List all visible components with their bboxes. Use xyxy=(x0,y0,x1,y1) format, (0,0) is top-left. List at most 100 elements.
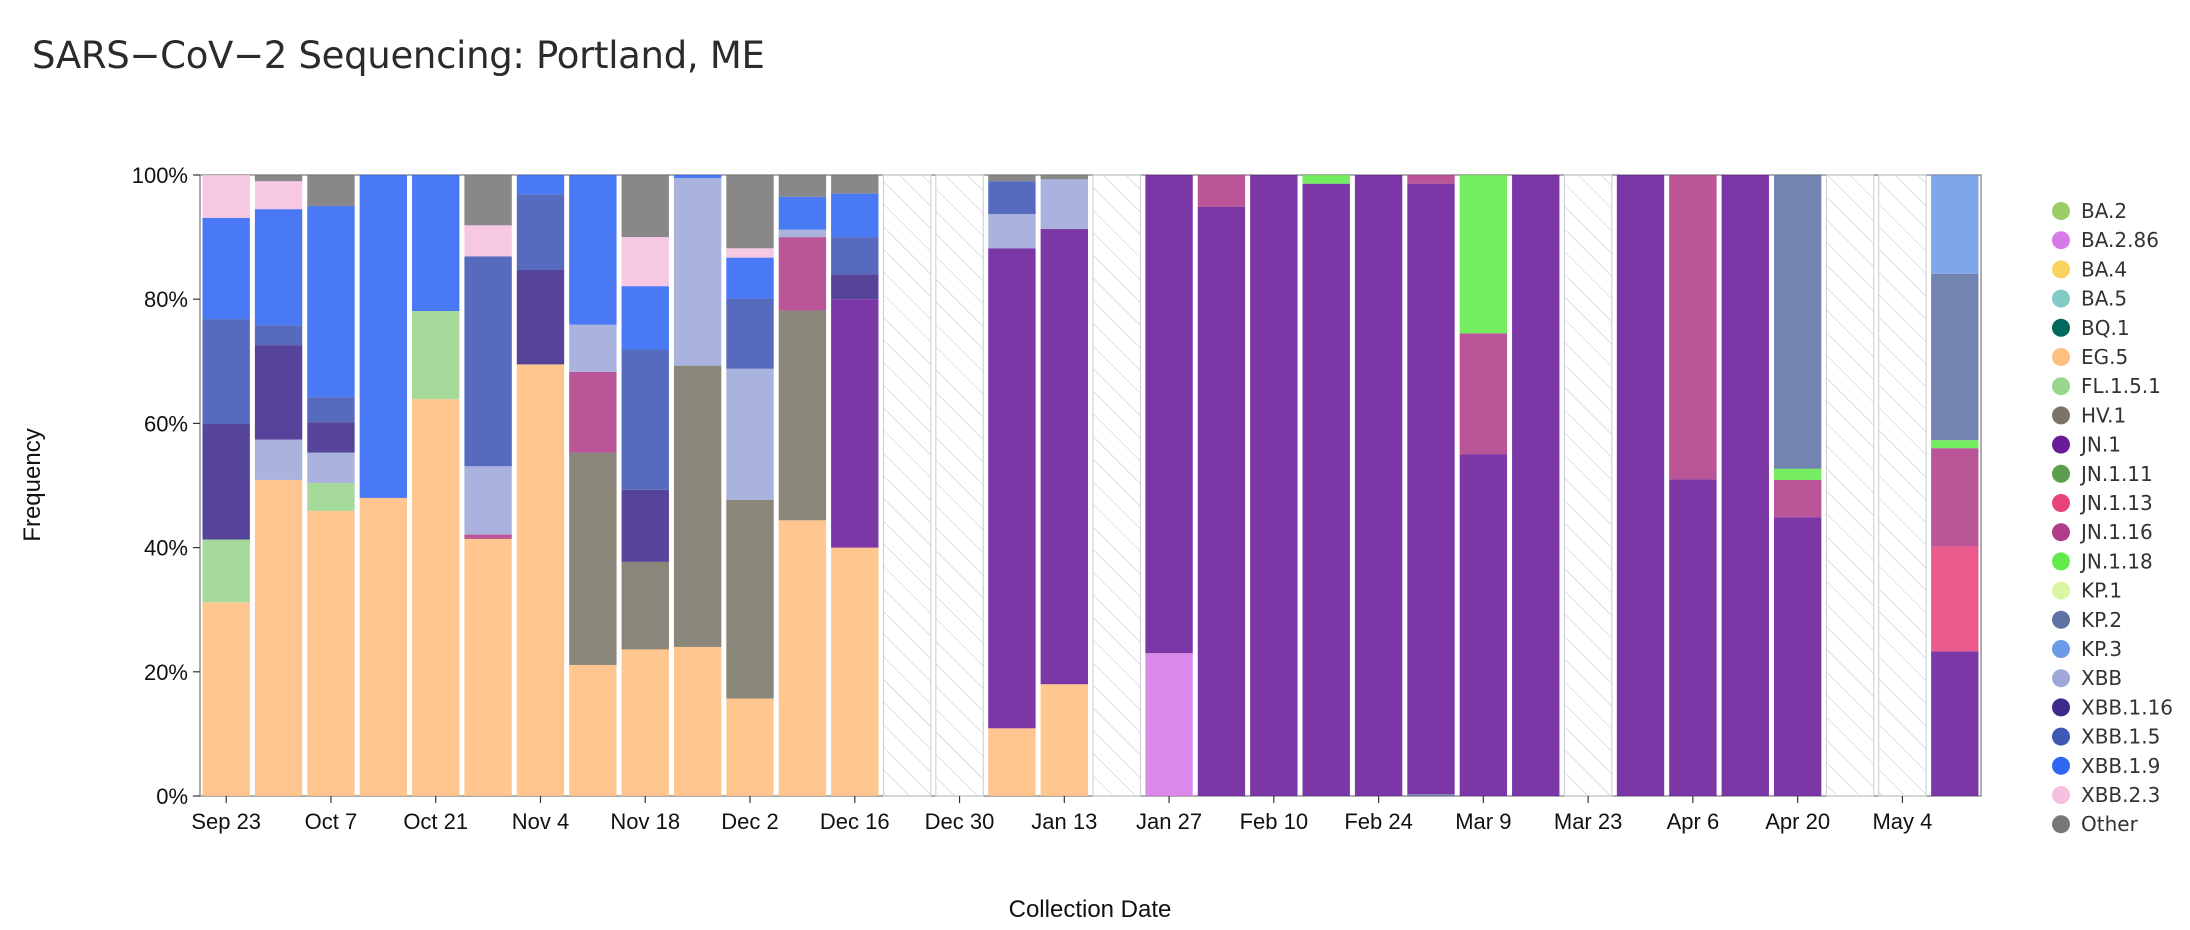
bar-segment-week-29-jn-1[interactable] xyxy=(1721,175,1769,796)
bar-segment-week-8-xbb-1-16[interactable] xyxy=(621,489,669,562)
legend-label-ba-5[interactable]: BA.5 xyxy=(2081,287,2127,311)
bar-segment-week-12-other[interactable] xyxy=(831,175,879,194)
bar-segment-week-6-xbb-1-16[interactable] xyxy=(516,270,565,365)
bar-segment-week-24-jn-1-18[interactable] xyxy=(1459,175,1508,334)
bar-segment-week-2-xbb[interactable] xyxy=(307,452,355,484)
legend-label-eg-5[interactable]: EG.5 xyxy=(2081,345,2128,369)
bar-segment-week-10-other[interactable] xyxy=(726,175,774,249)
bar-segment-week-8-eg-5[interactable] xyxy=(621,649,669,796)
bar-segment-week-33-kp-2[interactable] xyxy=(1931,273,1979,441)
bar-segment-week-0-fl-1-5-1[interactable] xyxy=(202,539,250,603)
bar-segment-week-7-jn-1-16[interactable] xyxy=(569,371,617,453)
bar-segment-week-20-jn-1[interactable] xyxy=(1250,175,1298,796)
legend-label-xbb-2-3[interactable]: XBB.2.3 xyxy=(2081,783,2160,807)
bar-segment-week-2-xbb-1-9[interactable] xyxy=(307,206,355,398)
bar-segment-week-33-jn-1-18[interactable] xyxy=(1931,440,1979,449)
bar-segment-week-2-xbb-1-16[interactable] xyxy=(307,422,355,453)
bar-segment-week-9-xbb[interactable] xyxy=(673,178,722,366)
bar-segment-week-0-xbb-1-16[interactable] xyxy=(202,424,250,540)
bar-segment-week-11-hv-1[interactable] xyxy=(778,310,827,521)
legend-label-jn-1-11[interactable]: JN.1.11 xyxy=(2079,462,2153,486)
bar-segment-week-28-jn-1[interactable] xyxy=(1669,479,1717,796)
bar-segment-week-25-jn-1[interactable] xyxy=(1512,175,1560,796)
bar-segment-week-30-jn-1-16[interactable] xyxy=(1773,479,1822,518)
bar-segment-week-30-kp-2[interactable] xyxy=(1773,175,1822,469)
legend-label-hv-1[interactable]: HV.1 xyxy=(2081,403,2126,427)
bar-segment-week-15-eg-5[interactable] xyxy=(988,728,1036,796)
bar-segment-week-23-jn-1[interactable] xyxy=(1407,183,1455,795)
bar-segment-week-7-xbb-1-9[interactable] xyxy=(569,175,617,325)
bar-segment-week-5-xbb-1-5[interactable] xyxy=(464,256,512,467)
bar-segment-week-11-other[interactable] xyxy=(778,175,827,197)
bar-segment-week-0-xbb-1-9[interactable] xyxy=(202,217,250,320)
bar-segment-week-33-jn-1[interactable] xyxy=(1931,651,1979,796)
bar-segment-week-1-xbb-1-9[interactable] xyxy=(254,209,303,326)
bar-segment-week-2-other[interactable] xyxy=(307,175,355,207)
bar-segment-week-5-jn-1-16[interactable] xyxy=(464,534,512,539)
bar-segment-week-8-xbb-1-5[interactable] xyxy=(621,349,669,490)
bar-segment-week-7-eg-5[interactable] xyxy=(569,664,617,796)
bar-segment-week-12-jn-1[interactable] xyxy=(831,299,879,548)
bar-segment-week-1-other[interactable] xyxy=(254,175,303,182)
legend-label-kp-2[interactable]: KP.2 xyxy=(2081,608,2122,632)
bar-segment-week-6-xbb-1-9[interactable] xyxy=(516,175,565,195)
bar-segment-week-33-kp-3[interactable] xyxy=(1931,175,1979,274)
legend-label-kp-3[interactable]: KP.3 xyxy=(2081,637,2122,661)
bar-segment-week-12-xbb-1-16[interactable] xyxy=(831,274,879,300)
bar-segment-week-3-xbb-1-9[interactable] xyxy=(359,175,408,498)
legend-label-jn-1-16[interactable]: JN.1.16 xyxy=(2079,520,2153,544)
legend-label-ba-2[interactable]: BA.2 xyxy=(2081,199,2127,223)
bar-segment-week-1-xbb-1-5[interactable] xyxy=(254,325,303,346)
bar-segment-week-12-eg-5[interactable] xyxy=(831,547,879,796)
legend-label-kp-1[interactable]: KP.1 xyxy=(2081,579,2122,603)
legend-label-xbb-1-5[interactable]: XBB.1.5 xyxy=(2081,725,2160,749)
legend-label-fl-1-5-1[interactable]: FL.1.5.1 xyxy=(2081,374,2161,398)
bar-segment-week-11-xbb-1-9[interactable] xyxy=(778,196,827,230)
bar-segment-week-18-ba-2-86[interactable] xyxy=(1145,653,1193,796)
bar-segment-week-2-fl-1-5-1[interactable] xyxy=(307,483,355,511)
bar-segment-week-19-jn-1-16[interactable] xyxy=(1197,175,1246,207)
bar-segment-week-2-xbb-1-5[interactable] xyxy=(307,397,355,423)
bar-segment-week-16-xbb[interactable] xyxy=(1040,179,1088,230)
bar-segment-week-7-xbb[interactable] xyxy=(569,324,617,372)
bar-segment-week-11-eg-5[interactable] xyxy=(778,520,827,796)
bar-segment-week-16-eg-5[interactable] xyxy=(1040,684,1088,796)
bar-segment-week-15-jn-1[interactable] xyxy=(988,248,1036,729)
bar-segment-week-16-other[interactable] xyxy=(1040,175,1088,180)
legend-label-ba-2-86[interactable]: BA.2.86 xyxy=(2081,228,2159,252)
bar-segment-week-4-eg-5[interactable] xyxy=(412,399,460,796)
bar-segment-week-3-eg-5[interactable] xyxy=(359,497,408,796)
bar-segment-week-11-jn-1-16[interactable] xyxy=(778,237,827,311)
bar-segment-week-5-eg-5[interactable] xyxy=(464,538,512,796)
bar-segment-week-9-xbb-1-9[interactable] xyxy=(673,175,722,179)
bar-segment-week-7-hv-1[interactable] xyxy=(569,452,617,665)
bar-segment-week-23-kp-2[interactable] xyxy=(1407,794,1455,796)
legend-label-jn-1-13[interactable]: JN.1.13 xyxy=(2079,491,2153,515)
bar-segment-week-22-jn-1[interactable] xyxy=(1354,175,1403,796)
bar-segment-week-6-xbb-1-5[interactable] xyxy=(516,194,565,271)
legend-label-bq-1[interactable]: BQ.1 xyxy=(2081,316,2130,340)
bar-segment-week-5-other[interactable] xyxy=(464,175,512,226)
legend-label-xbb-1-9[interactable]: XBB.1.9 xyxy=(2081,754,2160,778)
bar-segment-week-4-xbb-1-9[interactable] xyxy=(412,175,460,311)
bar-segment-week-24-jn-1-16[interactable] xyxy=(1459,333,1508,455)
bar-segment-week-18-jn-1[interactable] xyxy=(1145,175,1193,654)
bar-segment-week-33-jn-1-16[interactable] xyxy=(1931,448,1979,547)
bar-segment-week-16-jn-1[interactable] xyxy=(1040,229,1088,685)
bar-segment-week-15-xbb[interactable] xyxy=(988,214,1036,249)
bar-segment-week-8-hv-1[interactable] xyxy=(621,561,669,650)
bar-segment-week-1-xbb[interactable] xyxy=(254,439,303,480)
legend-label-jn-1-18[interactable]: JN.1.18 xyxy=(2079,549,2153,573)
bar-segment-week-1-xbb-1-16[interactable] xyxy=(254,345,303,440)
bar-segment-week-8-xbb-2-3[interactable] xyxy=(621,237,669,287)
bar-segment-week-0-xbb-2-3[interactable] xyxy=(202,175,250,218)
bar-segment-week-21-jn-1-18[interactable] xyxy=(1302,175,1350,184)
bar-segment-week-9-eg-5[interactable] xyxy=(673,646,722,796)
bar-segment-week-15-xbb-1-5[interactable] xyxy=(988,181,1036,215)
bar-segment-week-19-jn-1[interactable] xyxy=(1197,206,1246,796)
bar-segment-week-1-eg-5[interactable] xyxy=(254,479,303,796)
legend-label-jn-1[interactable]: JN.1 xyxy=(2079,433,2121,457)
bar-segment-week-5-xbb-2-3[interactable] xyxy=(464,225,512,257)
bar-segment-week-11-xbb[interactable] xyxy=(778,229,827,238)
bar-segment-week-23-jn-1-16[interactable] xyxy=(1407,175,1455,184)
